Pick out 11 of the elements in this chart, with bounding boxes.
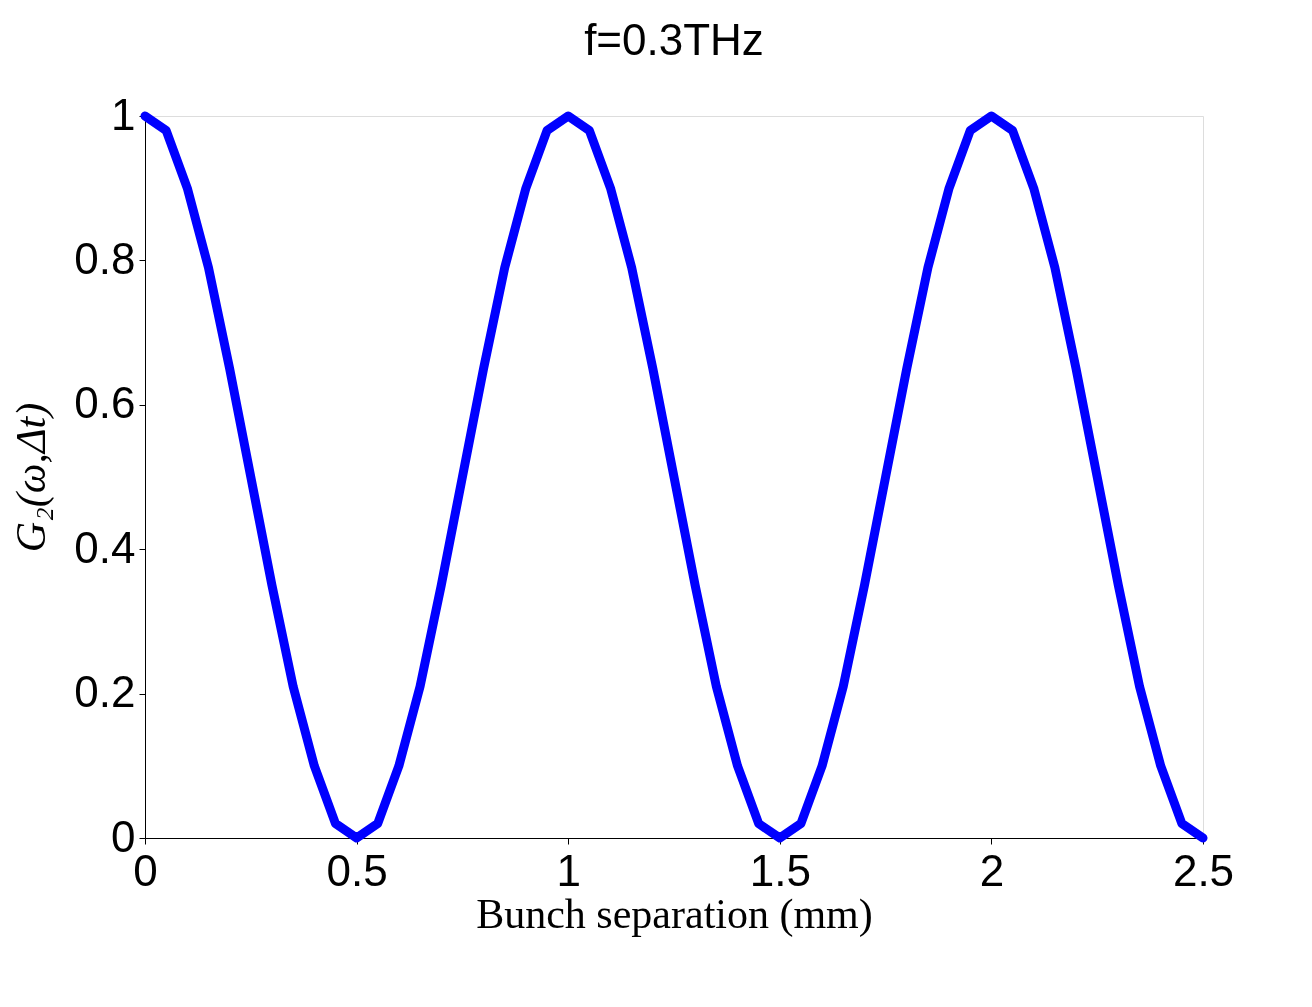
x-tick-label: 0.5 xyxy=(326,845,388,895)
chart-title: f=0.3THz xyxy=(584,15,764,64)
y-tick-label: 0 xyxy=(111,811,136,861)
y-tick-label: 0.6 xyxy=(74,378,136,428)
y-tick-label: 1 xyxy=(111,89,136,139)
y-tick-label: 0.8 xyxy=(74,233,136,283)
y-tick-label: 0.4 xyxy=(74,522,136,572)
x-tick-label: 2 xyxy=(979,845,1005,895)
y-axis-title: G₂(ω,Δt) xyxy=(8,402,56,553)
x-tick-label: 2.5 xyxy=(1172,845,1235,895)
y-tick-label: 0.2 xyxy=(74,667,136,717)
